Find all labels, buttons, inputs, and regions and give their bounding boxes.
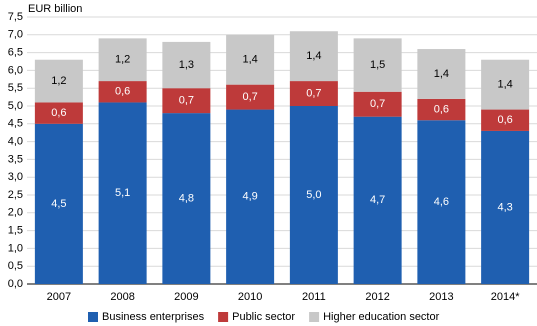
- bar-segment: [98, 38, 147, 82]
- value-label: 5,0: [306, 189, 321, 201]
- y-tick-label: 4,0: [8, 136, 23, 148]
- value-label: 1,2: [51, 75, 66, 87]
- bar-segment: [34, 59, 83, 103]
- value-label: 4,9: [242, 191, 257, 203]
- value-label: 1,3: [179, 59, 194, 71]
- y-tick-label: 0,0: [8, 278, 23, 290]
- y-tick-label: 6,0: [8, 64, 23, 76]
- bar-segment: [481, 59, 530, 110]
- legend-label: Business enterprises: [102, 311, 205, 323]
- bar-segment: [353, 91, 402, 117]
- bar-segment: [98, 81, 147, 103]
- bar-segment: [417, 120, 466, 285]
- y-tick-label: 5,0: [8, 100, 23, 112]
- y-tick-label: 5,5: [8, 82, 23, 94]
- bar-segment: [98, 102, 147, 284]
- y-tick-label: 1,5: [8, 225, 23, 237]
- bar-segment: [417, 98, 466, 121]
- bar-segment: [481, 109, 530, 131]
- x-tick-label: 2007: [47, 291, 71, 303]
- y-tick-label: 1,0: [8, 242, 23, 254]
- legend-swatch: [218, 312, 229, 322]
- legend-label: Higher education sector: [323, 311, 440, 323]
- x-tick-label: 2012: [365, 291, 389, 303]
- value-label: 4,3: [497, 201, 512, 213]
- y-tick-label: 3,0: [8, 171, 23, 183]
- bar-segment: [162, 113, 211, 285]
- y-tick-label: 7,0: [8, 29, 23, 41]
- y-tick-label: 2,5: [8, 189, 23, 201]
- legend-swatch: [88, 312, 98, 322]
- bar-segment: [481, 130, 530, 284]
- value-label: 4,7: [370, 194, 385, 206]
- value-label: 5,1: [115, 187, 130, 199]
- value-label: 0,7: [242, 91, 257, 103]
- bar-segment: [289, 106, 338, 284]
- bar-segment: [162, 41, 211, 89]
- value-label: 1,4: [306, 50, 321, 62]
- legend-swatch: [309, 312, 320, 322]
- bar-segment: [289, 31, 338, 82]
- x-tick-label: 2013: [429, 291, 453, 303]
- value-label: 1,5: [370, 59, 385, 71]
- bar-segment: [289, 81, 338, 106]
- x-tick-label: 2010: [238, 291, 262, 303]
- y-tick-label: 6,5: [8, 47, 23, 59]
- bar-segment: [34, 102, 83, 124]
- bar-segment: [353, 38, 402, 92]
- bar-segment: [34, 123, 83, 284]
- value-label: 0,6: [51, 107, 66, 119]
- legend-label: Public sector: [232, 311, 295, 323]
- x-tick-label: 2014*: [491, 291, 520, 303]
- value-label: 0,6: [115, 86, 130, 98]
- value-label: 4,5: [51, 198, 66, 210]
- y-tick-label: 2,0: [8, 207, 23, 219]
- bar-segment: [226, 84, 275, 110]
- x-tick-label: 2011: [302, 291, 326, 303]
- y-tick-label: 0,5: [8, 260, 23, 272]
- value-label: 1,4: [497, 79, 512, 91]
- bar-segment: [417, 49, 466, 99]
- value-label: 4,6: [434, 196, 449, 208]
- value-label: 0,6: [497, 114, 512, 126]
- value-label: 1,4: [242, 54, 257, 66]
- value-label: 1,2: [115, 54, 130, 66]
- bar-segment: [226, 34, 275, 85]
- value-label: 0,7: [306, 87, 321, 99]
- y-axis-label: EUR billion: [28, 3, 82, 15]
- x-tick-label: 2009: [174, 291, 198, 303]
- bar-segment: [353, 116, 402, 285]
- value-label: 0,6: [434, 103, 449, 115]
- bar-segment: [226, 109, 275, 284]
- y-tick-label: 7,5: [8, 11, 23, 23]
- value-label: 4,8: [179, 192, 194, 204]
- value-label: 1,4: [434, 68, 449, 80]
- bar-segment: [162, 88, 211, 114]
- value-label: 0,7: [370, 98, 385, 110]
- y-tick-label: 4,5: [8, 118, 23, 130]
- value-label: 0,7: [179, 95, 194, 107]
- y-tick-label: 3,5: [8, 153, 23, 165]
- x-tick-label: 2008: [110, 291, 134, 303]
